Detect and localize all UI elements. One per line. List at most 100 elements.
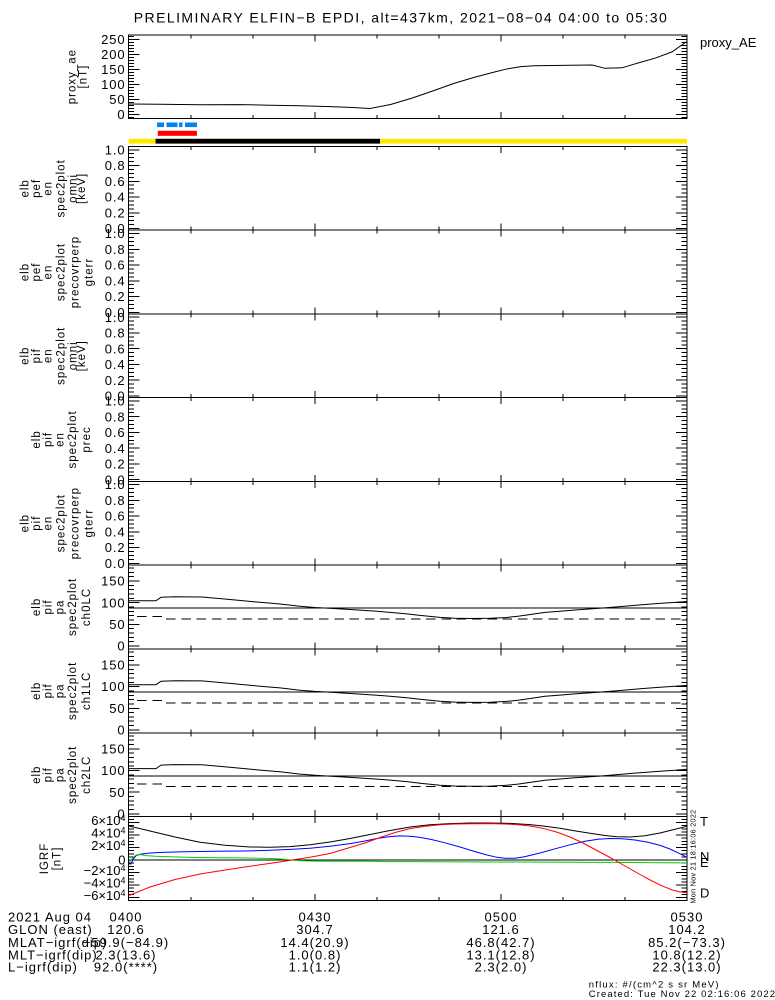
svg-text:D: D <box>700 886 709 901</box>
svg-text:100: 100 <box>101 77 125 92</box>
svg-text:en: en <box>43 265 55 280</box>
svg-text:0.2: 0.2 <box>105 457 126 472</box>
svg-text:0.6: 0.6 <box>105 174 126 189</box>
svg-text:spec2plot: spec2plot <box>67 746 79 804</box>
svg-text:[nT]: [nT] <box>78 65 90 89</box>
svg-text:ch2LC: ch2LC <box>81 756 93 794</box>
svg-text:−2×104: −2×104 <box>84 863 126 878</box>
svg-text:50: 50 <box>109 92 125 107</box>
svg-text:6×104: 6×104 <box>91 813 125 828</box>
svg-text:0.4: 0.4 <box>105 524 126 539</box>
svg-text:pif: pif <box>43 683 55 698</box>
svg-text:250: 250 <box>101 32 125 47</box>
svg-text:pif: pif <box>43 767 55 782</box>
svg-text:elb: elb <box>31 430 43 448</box>
svg-text:0.4: 0.4 <box>105 441 126 456</box>
svg-text:50: 50 <box>109 617 125 632</box>
svg-text:0.0: 0.0 <box>105 556 126 571</box>
svg-text:0.2: 0.2 <box>105 205 126 220</box>
svg-text:120.6: 120.6 <box>107 922 145 937</box>
svg-text:proxy_ae: proxy_ae <box>67 49 79 104</box>
svg-text:50: 50 <box>109 701 125 716</box>
svg-text:0.0: 0.0 <box>105 305 126 320</box>
svg-text:200: 200 <box>101 47 125 62</box>
svg-text:14.4(20.9): 14.4(20.9) <box>280 935 349 950</box>
svg-text:150: 150 <box>101 574 125 589</box>
svg-text:[nT]: [nT] <box>52 847 64 871</box>
svg-text:0.6: 0.6 <box>105 509 126 524</box>
svg-text:−4×104: −4×104 <box>84 876 126 891</box>
svg-text:Mon Nov 21 18:16:06 2022: Mon Nov 21 18:16:06 2022 <box>688 810 697 904</box>
svg-text:92.0(****): 92.0(****) <box>94 960 158 975</box>
svg-text:spec2plot: spec2plot <box>67 410 79 468</box>
svg-text:150: 150 <box>101 658 125 673</box>
svg-text:13.1(12.8): 13.1(12.8) <box>466 948 535 963</box>
svg-text:0.2: 0.2 <box>105 289 126 304</box>
svg-text:0: 0 <box>117 723 125 738</box>
svg-text:IGRF: IGRF <box>39 843 51 874</box>
svg-text:1.0: 1.0 <box>105 394 126 409</box>
svg-text:1.0(0.8): 1.0(0.8) <box>289 948 342 963</box>
svg-text:PRELIMINARY ELFIN−B EPDI, alt=: PRELIMINARY ELFIN−B EPDI, alt=437km, 202… <box>134 10 669 26</box>
svg-text:150: 150 <box>101 62 125 77</box>
svg-text:−6×104: −6×104 <box>84 888 126 903</box>
svg-text:nflux: #/(cm^2 s sr MeV): nflux: #/(cm^2 s sr MeV) <box>589 980 720 991</box>
svg-text:elb: elb <box>20 263 32 281</box>
svg-text:0.4: 0.4 <box>105 357 126 372</box>
svg-text:precovrperp: precovrperp <box>70 236 82 308</box>
svg-text:0500: 0500 <box>485 909 518 924</box>
svg-text:0.2: 0.2 <box>105 373 126 388</box>
svg-text:gterr: gterr <box>84 258 96 287</box>
svg-text:0.2: 0.2 <box>105 540 126 555</box>
svg-text:0.8: 0.8 <box>105 242 126 257</box>
svg-text:gterr: gterr <box>84 509 96 538</box>
svg-text:MLAT−igrf(dip): MLAT−igrf(dip) <box>8 935 107 950</box>
svg-text:pa: pa <box>55 683 67 698</box>
svg-text:1.1(1.2): 1.1(1.2) <box>289 960 342 975</box>
svg-text:[keV]: [keV] <box>76 173 88 204</box>
svg-text:0: 0 <box>118 853 125 868</box>
svg-text:elb: elb <box>31 598 43 616</box>
svg-text:elb: elb <box>31 766 43 784</box>
svg-text:0.8: 0.8 <box>105 409 126 424</box>
svg-text:22.3(13.0): 22.3(13.0) <box>652 960 721 975</box>
svg-text:2.3(13.6): 2.3(13.6) <box>95 948 156 963</box>
svg-text:−59.9(−84.9): −59.9(−84.9) <box>83 935 169 950</box>
svg-text:pef: pef <box>31 263 43 282</box>
svg-text:N: N <box>700 849 709 864</box>
svg-text:0.0: 0.0 <box>105 389 126 404</box>
svg-text:1.0: 1.0 <box>105 310 126 325</box>
svg-text:0.8: 0.8 <box>105 326 126 341</box>
svg-text:104.2: 104.2 <box>668 922 706 937</box>
svg-text:pef: pef <box>31 179 43 198</box>
svg-text:spec2plot: spec2plot <box>56 494 68 552</box>
svg-text:0.0: 0.0 <box>105 472 126 487</box>
svg-text:10.8(12.2): 10.8(12.2) <box>652 948 721 963</box>
svg-text:Created: Tue Nov 22 02:16:06 2: Created: Tue Nov 22 02:16:06 2022 <box>589 989 775 1000</box>
svg-text:omni: omni <box>68 341 80 370</box>
svg-text:pif: pif <box>43 599 55 614</box>
svg-text:0430: 0430 <box>299 909 332 924</box>
svg-text:0.6: 0.6 <box>105 425 126 440</box>
svg-text:0.6: 0.6 <box>105 258 126 273</box>
svg-text:T: T <box>700 814 708 829</box>
svg-text:304.7: 304.7 <box>296 922 334 937</box>
svg-text:1.0: 1.0 <box>105 477 126 492</box>
svg-text:spec2plot: spec2plot <box>56 159 68 217</box>
svg-text:ch1LC: ch1LC <box>81 672 93 710</box>
svg-text:2.3(2.0): 2.3(2.0) <box>475 960 528 975</box>
svg-text:0400: 0400 <box>110 909 143 924</box>
svg-text:spec2plot: spec2plot <box>67 662 79 720</box>
svg-text:2×104: 2×104 <box>91 838 125 853</box>
svg-text:1.0: 1.0 <box>105 142 126 157</box>
svg-text:en: en <box>43 516 55 531</box>
svg-text:46.8(42.7): 46.8(42.7) <box>466 935 535 950</box>
svg-text:1.0: 1.0 <box>105 226 126 241</box>
svg-text:[keV]: [keV] <box>76 340 88 371</box>
svg-text:0.8: 0.8 <box>105 493 126 508</box>
svg-text:proxy_AE: proxy_AE <box>700 35 757 50</box>
svg-text:pa: pa <box>55 767 67 782</box>
svg-text:prec: prec <box>81 426 93 452</box>
svg-text:pa: pa <box>55 600 67 615</box>
svg-text:spec2plot: spec2plot <box>56 243 68 301</box>
